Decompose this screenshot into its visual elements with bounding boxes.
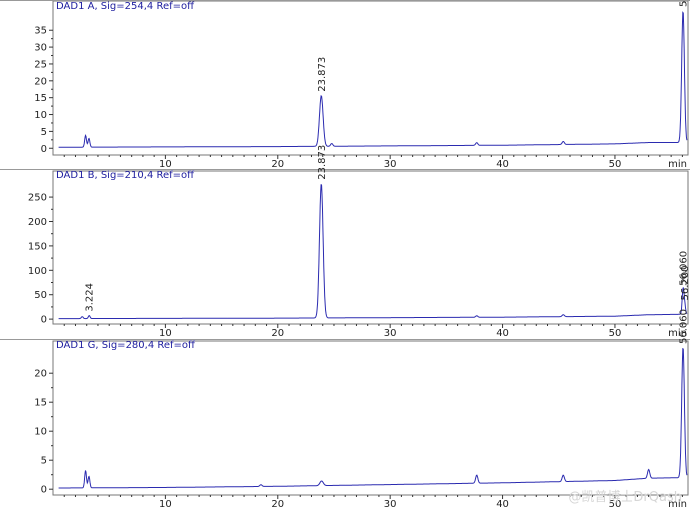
chart-panel-1: DAD1 B, Sig=210,4 Ref=off050100150200250… (0, 145, 690, 339)
x-axis-label: min (668, 159, 687, 170)
y-tick-label: 0 (41, 485, 47, 496)
y-tick-label: 250 (28, 193, 47, 204)
y-tick-label: 25 (34, 59, 47, 70)
peak-label: 56.060 (679, 251, 690, 286)
x-tick-label: 30 (384, 328, 397, 339)
plot-frame (52, 170, 689, 325)
y-tick-label: 0 (41, 315, 47, 326)
y-tick-label: 35 (34, 26, 47, 37)
x-tick-label: 10 (159, 499, 172, 509)
panel-title: DAD1 B, Sig=210,4 Ref=off (56, 170, 195, 181)
x-tick-label: 50 (609, 159, 622, 170)
y-tick-label: 15 (34, 398, 47, 409)
x-tick-label: 20 (271, 328, 284, 339)
peak-label: 56.060 (679, 309, 690, 344)
y-tick-label: 10 (34, 110, 47, 121)
y-tick-label: 15 (34, 93, 47, 104)
peak-label: 3.224 (85, 283, 96, 312)
peak-label: 23.873 (317, 57, 328, 92)
x-tick-label: 30 (384, 499, 397, 509)
x-tick-label: 50 (609, 499, 622, 509)
y-tick-label: 20 (34, 76, 47, 87)
panel-title: DAD1 A, Sig=254,4 Ref=off (56, 1, 195, 12)
chart-panel-0: DAD1 A, Sig=254,4 Ref=off 0 5 10 15 20 25 30 35 1… (0, 0, 690, 170)
y-tick-label: 5 (41, 127, 47, 138)
x-tick-label: 50 (609, 328, 622, 339)
y-tick-label: 200 (28, 217, 47, 228)
plot-frame (52, 340, 689, 496)
y-tick-label: 100 (28, 266, 47, 277)
x-axis-label: min (668, 328, 687, 339)
x-tick-label: 10 (159, 159, 172, 170)
y-tick-label: 30 (34, 43, 47, 54)
y-tick-label: 50 (34, 290, 47, 301)
x-axis-label: min (668, 499, 687, 509)
x-tick-label: 10 (159, 328, 172, 339)
x-tick-label: 40 (496, 328, 509, 339)
chart-panel-2: DAD1 G, Sig=280,4 Ref=off 0 5 10 15 20 10 20 30 4… (0, 309, 690, 509)
x-tick-label: 20 (271, 159, 284, 170)
signal-trace (58, 184, 688, 320)
y-tick-label: 5 (41, 456, 47, 467)
x-tick-label: 30 (384, 159, 397, 170)
y-tick-label: 0 (41, 144, 47, 155)
x-tick-label: 20 (271, 499, 284, 509)
y-tick-label: 150 (28, 241, 47, 252)
plot-frame (52, 0, 689, 156)
signal-trace (58, 11, 688, 148)
watermark-text: @凯普博士DrQash (568, 490, 682, 505)
x-tick-label: 40 (496, 499, 509, 509)
y-tick-label: 20 (34, 369, 47, 380)
peak-label: 56.200 (680, 266, 690, 301)
panel-title: DAD1 G, Sig=280,4 Ref=off (56, 340, 196, 351)
peak-label: 23.873 (317, 145, 328, 180)
signal-trace (58, 347, 688, 489)
peak-label: 56.059 (679, 0, 690, 7)
y-tick-label: 10 (34, 427, 47, 438)
x-tick-label: 40 (496, 159, 509, 170)
